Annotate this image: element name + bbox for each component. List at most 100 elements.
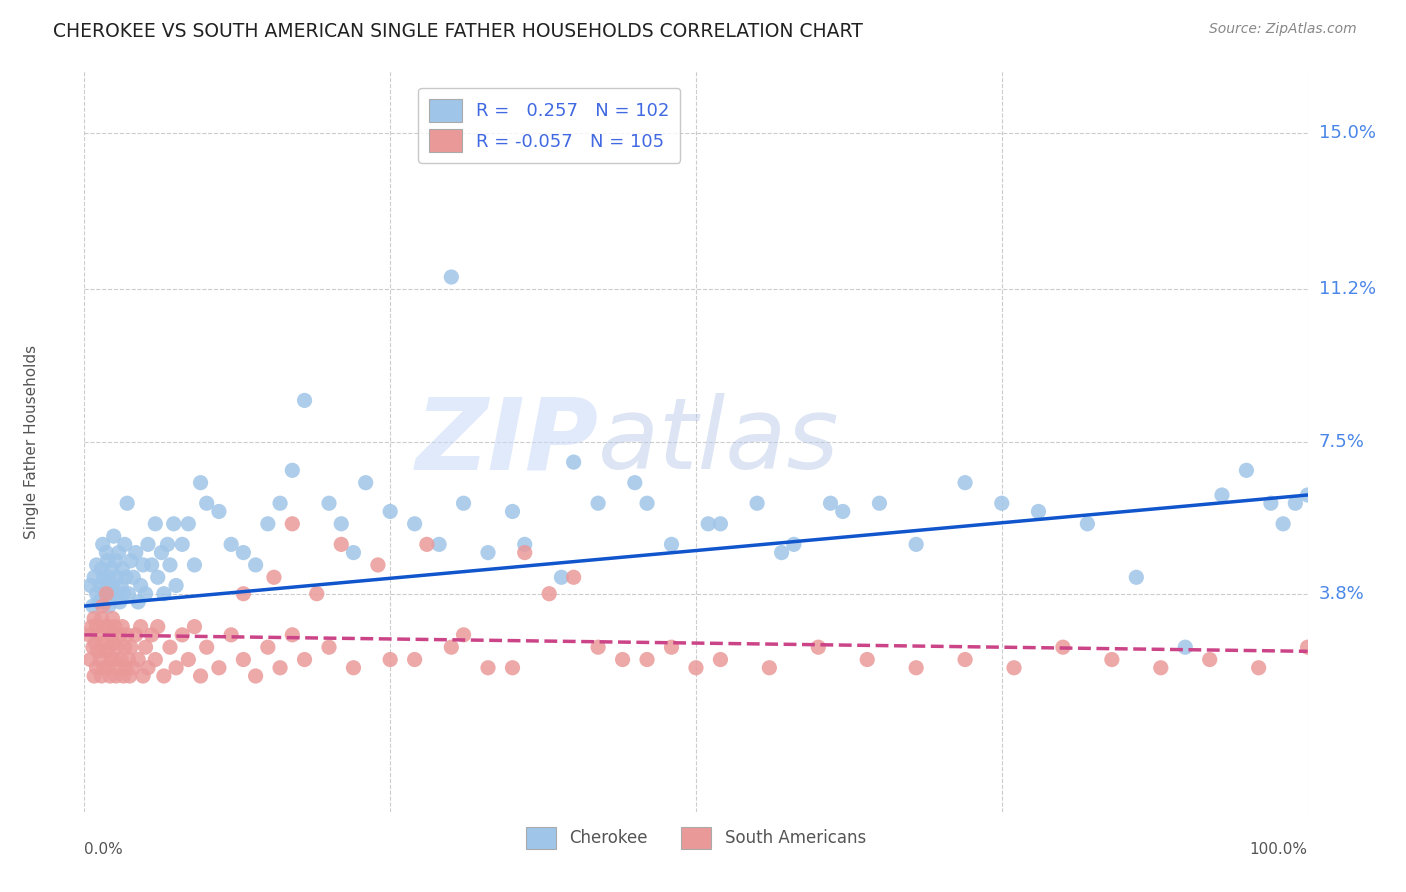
Point [1198, 652, 1220, 666]
Point [1101, 652, 1123, 666]
Point [905, 537, 928, 551]
Point [103, 529, 125, 543]
Point [404, 516, 426, 531]
Point [661, 537, 683, 551]
Point [91, 537, 114, 551]
Point [90, 562, 112, 576]
Point [97, 661, 120, 675]
Point [953, 652, 976, 666]
Point [758, 661, 780, 675]
Point [269, 661, 291, 675]
Point [440, 640, 463, 655]
Point [135, 640, 157, 655]
Point [129, 578, 152, 592]
Point [107, 661, 129, 675]
Point [83, 570, 105, 584]
Point [709, 516, 731, 531]
Point [98, 587, 121, 601]
Point [1236, 463, 1258, 477]
Point [153, 669, 176, 683]
Point [165, 661, 187, 675]
Point [135, 587, 157, 601]
Point [150, 546, 173, 560]
Point [127, 595, 149, 609]
Point [153, 587, 176, 601]
Point [281, 628, 304, 642]
Point [141, 628, 163, 642]
Point [104, 587, 127, 601]
Point [127, 652, 149, 666]
Point [77, 628, 100, 642]
Point [129, 620, 152, 634]
Point [1247, 661, 1270, 675]
Point [232, 546, 254, 560]
Point [636, 652, 658, 666]
Point [1150, 661, 1173, 675]
Point [86, 661, 108, 675]
Text: ZIP: ZIP [415, 393, 598, 490]
Point [416, 537, 439, 551]
Point [1211, 488, 1233, 502]
Point [172, 628, 194, 642]
Point [107, 546, 129, 560]
Point [136, 537, 159, 551]
Point [159, 558, 181, 572]
Point [367, 558, 389, 572]
Point [427, 537, 450, 551]
Point [1052, 640, 1074, 655]
Point [96, 546, 118, 560]
Point [112, 587, 135, 601]
Point [143, 652, 166, 666]
Point [84, 636, 107, 650]
Point [91, 599, 114, 613]
Point [183, 558, 205, 572]
Point [118, 669, 141, 683]
Point [831, 504, 853, 518]
Point [550, 570, 572, 584]
Text: 11.2%: 11.2% [1319, 280, 1376, 298]
Point [111, 562, 134, 576]
Point [159, 640, 181, 655]
Point [1125, 570, 1147, 584]
Point [83, 611, 105, 625]
Point [661, 640, 683, 655]
Point [190, 475, 212, 490]
Point [269, 496, 291, 510]
Point [93, 570, 115, 584]
Point [143, 516, 166, 531]
Point [245, 669, 267, 683]
Point [104, 652, 127, 666]
Point [1296, 640, 1319, 655]
Text: Single Father Households: Single Father Households [24, 344, 39, 539]
Point [93, 661, 115, 675]
Point [342, 661, 364, 675]
Point [125, 628, 148, 642]
Legend: Cherokee, South Americans: Cherokee, South Americans [519, 821, 873, 855]
Text: Source: ZipAtlas.com: Source: ZipAtlas.com [1209, 22, 1357, 37]
Point [636, 496, 658, 510]
Text: CHEROKEE VS SOUTH AMERICAN SINGLE FATHER HOUSEHOLDS CORRELATION CHART: CHEROKEE VS SOUTH AMERICAN SINGLE FATHER… [53, 22, 863, 41]
Point [869, 496, 891, 510]
Point [807, 640, 830, 655]
Point [120, 554, 142, 568]
Point [132, 669, 155, 683]
Point [232, 652, 254, 666]
Point [1076, 516, 1098, 531]
Point [132, 558, 155, 572]
Point [90, 611, 112, 625]
Point [1296, 488, 1319, 502]
Point [86, 587, 108, 601]
Point [115, 496, 138, 510]
Point [86, 620, 108, 634]
Point [91, 636, 114, 650]
Text: 0.0%: 0.0% [84, 842, 124, 857]
Point [156, 537, 179, 551]
Point [208, 661, 231, 675]
Point [172, 537, 194, 551]
Text: atlas: atlas [598, 393, 839, 490]
Point [453, 496, 475, 510]
Point [114, 537, 136, 551]
Point [82, 640, 104, 655]
Point [87, 644, 110, 658]
Point [1174, 640, 1197, 655]
